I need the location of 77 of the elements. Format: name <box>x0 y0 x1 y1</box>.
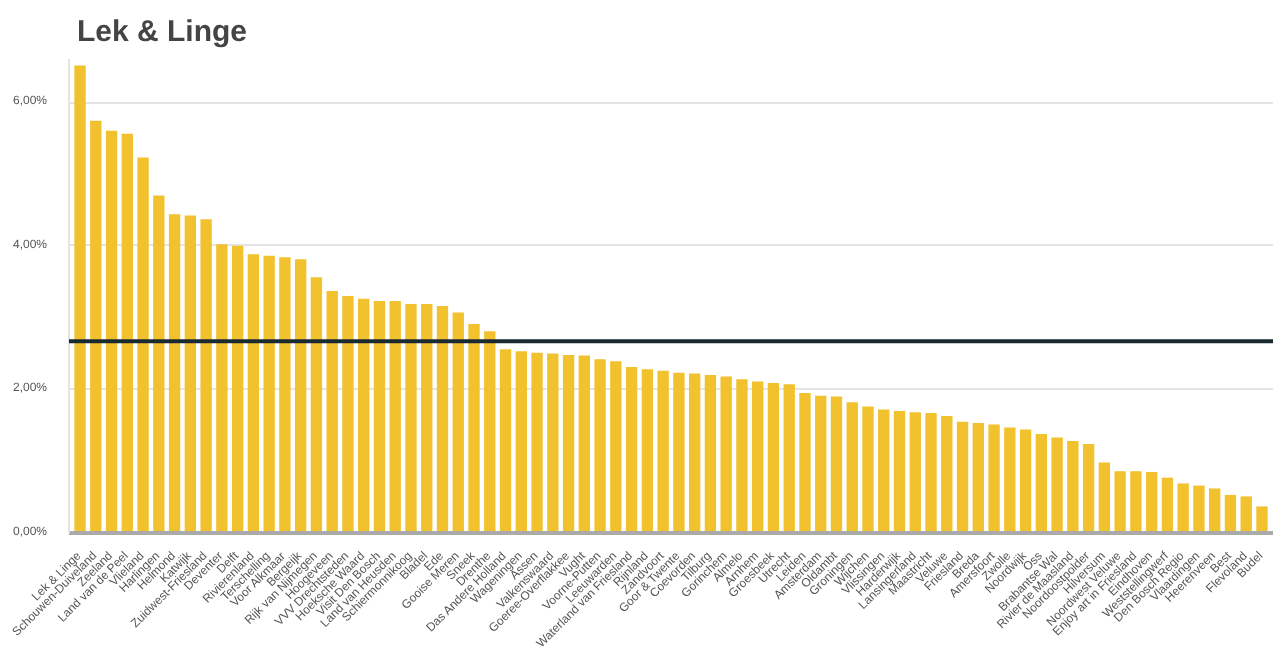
bar <box>641 369 654 533</box>
bar <box>342 296 354 533</box>
bar <box>1193 485 1205 533</box>
bar <box>200 219 212 533</box>
bar <box>373 301 386 533</box>
bar <box>1004 427 1016 533</box>
bar <box>436 306 449 533</box>
bar <box>783 384 795 533</box>
bar <box>815 395 827 533</box>
bar <box>184 215 197 533</box>
bar <box>673 372 685 533</box>
bar <box>799 392 811 533</box>
bar <box>1035 433 1048 533</box>
bar <box>499 349 512 533</box>
bar <box>168 214 181 533</box>
bar <box>1224 494 1237 533</box>
bar <box>1145 471 1158 533</box>
bar <box>326 290 338 533</box>
bar <box>830 396 843 533</box>
bar <box>1130 471 1142 533</box>
bar <box>216 244 228 533</box>
bar <box>247 254 260 533</box>
bar <box>468 324 480 533</box>
bar <box>1209 488 1221 533</box>
bar <box>515 351 527 533</box>
bar <box>1256 506 1268 533</box>
bar <box>767 382 780 533</box>
bar <box>1114 471 1126 533</box>
bar <box>988 424 1000 533</box>
bar <box>1098 462 1111 533</box>
bar <box>846 402 858 533</box>
chart-title: Lek & Linge <box>77 15 248 49</box>
bar <box>1177 483 1189 533</box>
bar <box>263 255 275 533</box>
bar <box>137 157 149 533</box>
bar <box>358 298 370 533</box>
bar <box>279 257 291 533</box>
bar <box>862 406 874 533</box>
bar <box>1051 437 1063 533</box>
bar <box>688 373 701 533</box>
bar <box>736 379 748 533</box>
bar <box>547 353 559 533</box>
bar <box>231 245 244 533</box>
bar <box>594 359 606 533</box>
bar <box>294 259 307 533</box>
bar <box>704 375 717 533</box>
bar <box>972 423 984 533</box>
bar <box>1019 429 1032 533</box>
bar <box>878 409 890 533</box>
bar <box>121 133 133 533</box>
bar <box>531 352 543 533</box>
bar <box>1161 477 1174 533</box>
bar <box>1067 441 1079 533</box>
bar <box>610 361 622 533</box>
bar <box>90 120 102 533</box>
bar <box>625 367 638 533</box>
bar <box>405 303 417 533</box>
bar <box>941 415 953 533</box>
bar <box>752 381 764 533</box>
bar <box>153 195 165 533</box>
bar <box>893 410 906 533</box>
bar <box>1082 443 1095 533</box>
bar <box>421 303 433 533</box>
bar <box>452 312 464 533</box>
bar <box>105 130 118 533</box>
bar <box>956 421 969 533</box>
bar <box>578 355 590 533</box>
bar <box>562 354 575 533</box>
bar <box>484 331 496 533</box>
bar <box>720 376 732 533</box>
bar <box>925 413 937 533</box>
bar <box>909 412 921 533</box>
bar <box>74 65 86 533</box>
bar <box>657 370 669 533</box>
bar <box>1240 496 1252 533</box>
bar <box>310 277 323 533</box>
bar <box>389 301 401 533</box>
